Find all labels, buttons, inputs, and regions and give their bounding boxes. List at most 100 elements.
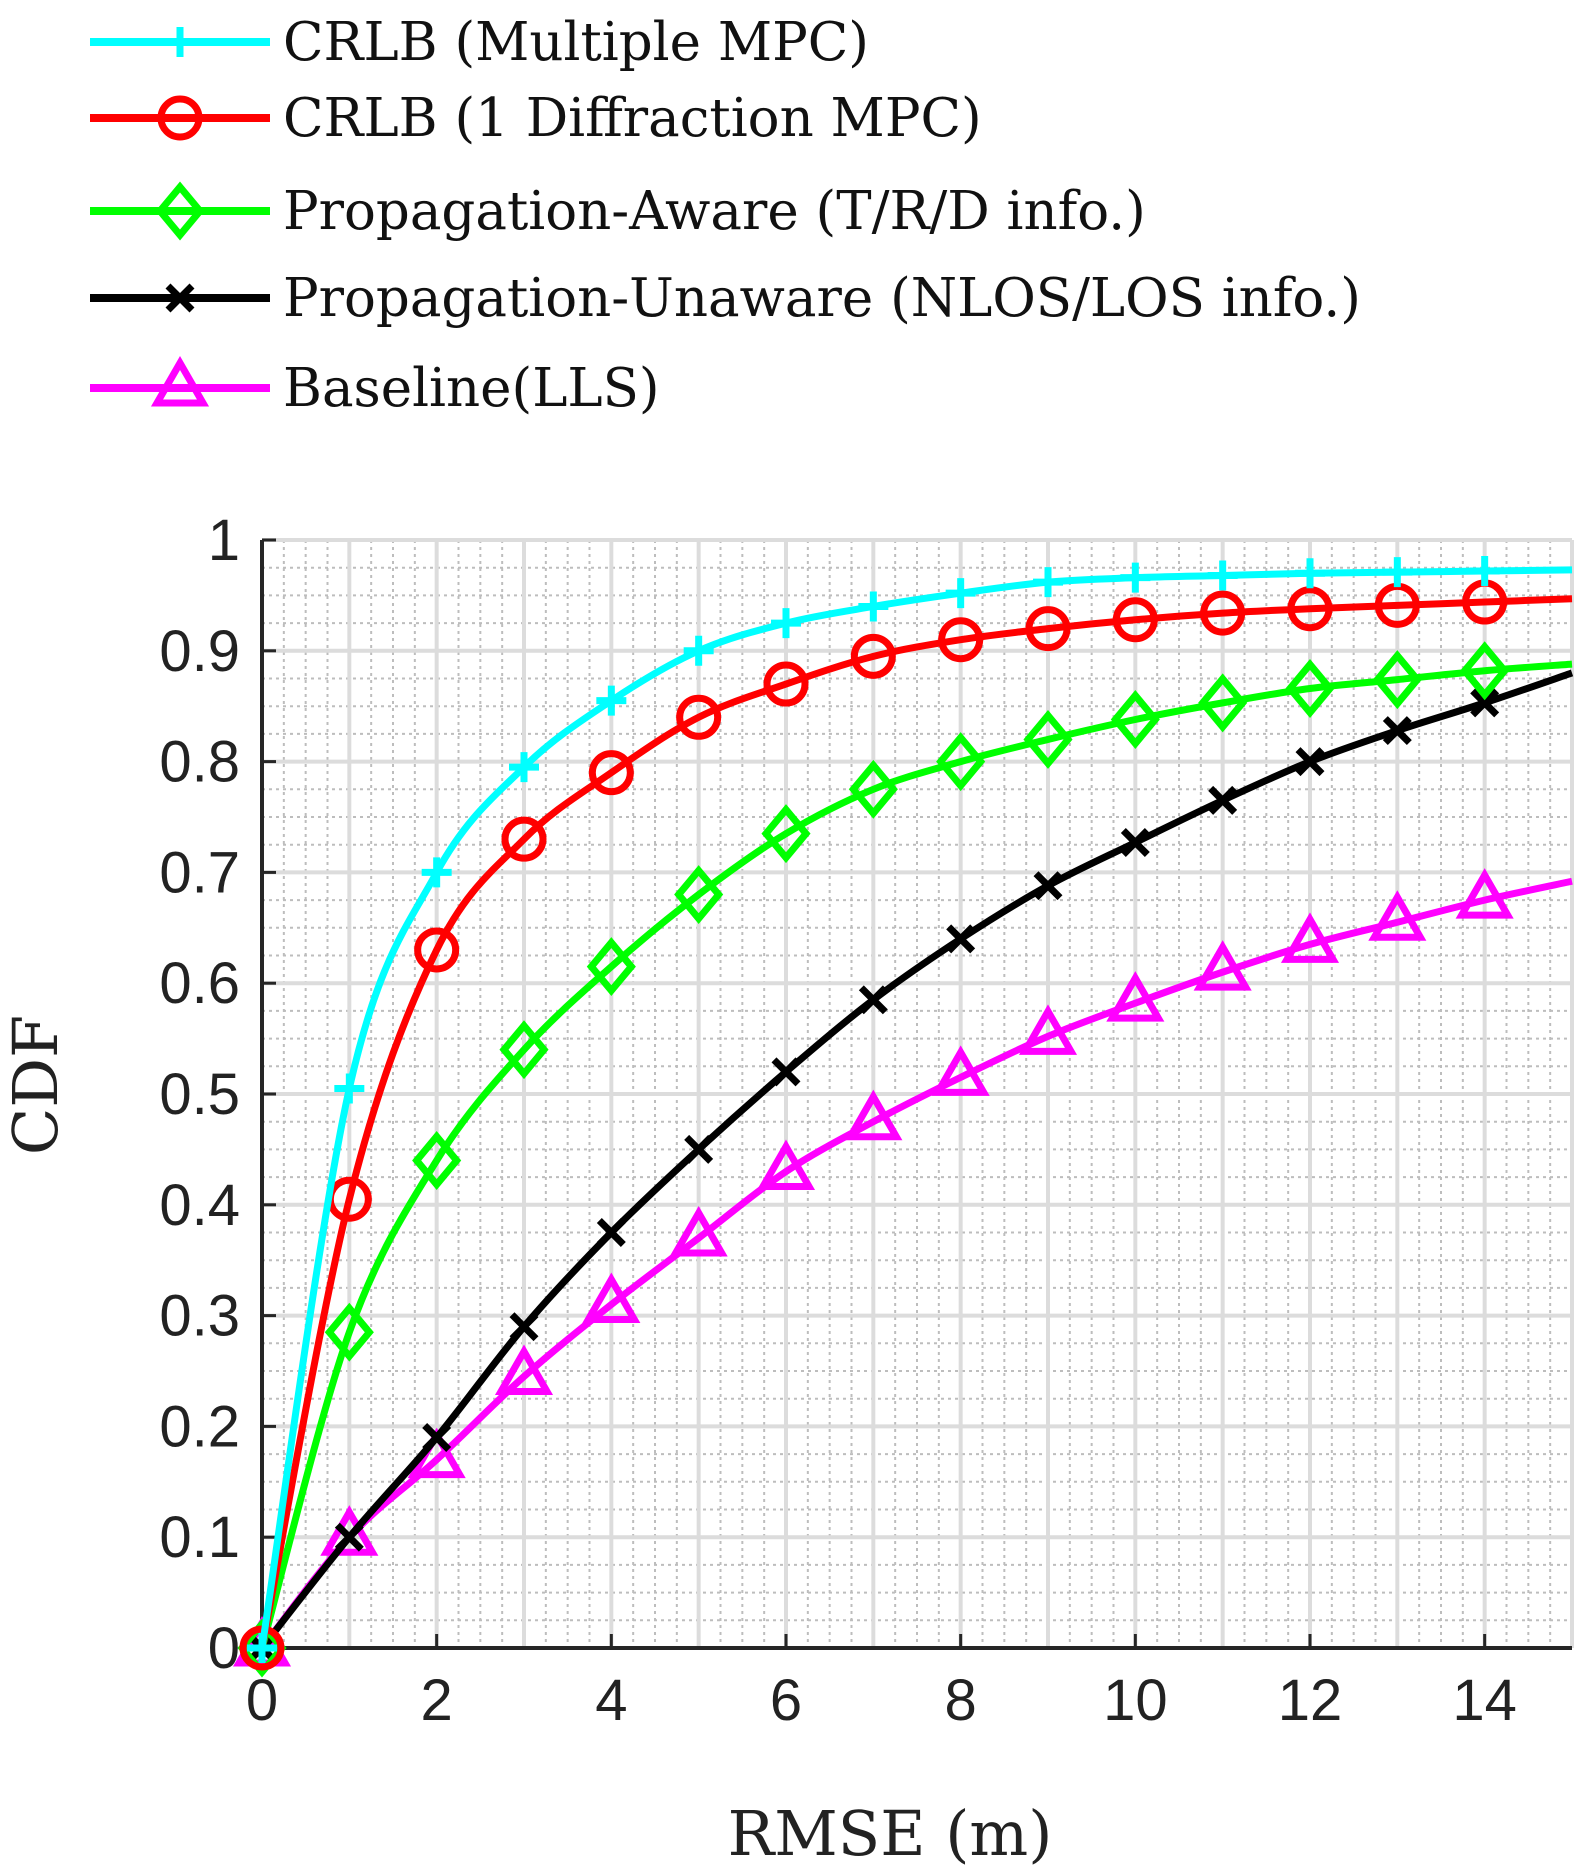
x-tick-label: 12 [1278, 1668, 1343, 1733]
data-point-x [1382, 716, 1412, 746]
data-point-plus [771, 608, 801, 639]
data-point-circle [588, 750, 634, 796]
legend-entry: Baseline(LLS) [90, 355, 660, 419]
data-point-circle [414, 927, 460, 973]
data-point-diamond [412, 1131, 462, 1190]
x-tick-label: 10 [1103, 1668, 1168, 1733]
x-tick-label: 6 [770, 1668, 802, 1733]
data-point-diamond [499, 1020, 549, 1080]
data-point-triangle [1455, 868, 1514, 919]
data-point-triangle [1280, 912, 1340, 963]
data-point-x [1295, 747, 1325, 777]
series-2 [237, 641, 1573, 1678]
data-point-x [1208, 785, 1238, 815]
data-point-plus [1207, 560, 1238, 591]
data-point-triangle [320, 1505, 379, 1556]
data-point-circle [676, 694, 722, 740]
y-tick-label: 1 [208, 508, 240, 573]
legend: CRLB (Multiple MPC) CRLB (1 Diffraction M… [90, 12, 1361, 419]
legend-entry: Propagation-Aware (T/R/D info.) [90, 181, 1146, 242]
data-point-triangle [756, 1139, 816, 1191]
data-point-diamond [1023, 709, 1073, 769]
data-point-plus [596, 685, 627, 716]
data-point-diamond [1198, 673, 1248, 733]
y-tick-label: 0.7 [159, 840, 240, 905]
data-point-triangle [1368, 890, 1427, 941]
data-point-triangle [1106, 971, 1165, 1022]
series-0 [247, 556, 1573, 1663]
x-tick-label: 8 [945, 1668, 977, 1733]
data-point-plus [1469, 556, 1500, 587]
data-point-plus [421, 857, 452, 888]
y-tick-label: 0.8 [159, 730, 240, 795]
y-tick-label: 0.1 [159, 1505, 240, 1570]
data-point-circle [763, 661, 809, 707]
series-layer [232, 556, 1574, 1678]
data-point-x [858, 985, 888, 1015]
data-point-diamond [1110, 690, 1160, 749]
data-point-x [946, 924, 976, 954]
y-tick-label: 0.5 [159, 1062, 240, 1127]
y-tick-label: 0.3 [159, 1284, 240, 1349]
legend-label: CRLB (1 Diffraction MPC) [283, 88, 982, 149]
data-point-x [1120, 828, 1150, 857]
legend-label: Propagation-Aware (T/R/D info.) [283, 181, 1146, 242]
data-point-circle [1287, 586, 1333, 632]
data-point-circle [501, 816, 547, 862]
data-point-plus [945, 578, 976, 609]
y-tick-label: 0.9 [159, 619, 240, 684]
data-point-plus [1033, 567, 1063, 598]
legend-entry: Propagation-Unaware (NLOS/LOS info.) [90, 268, 1361, 329]
tick-labels: 0 2 4 6 8 10 12 14 0 0.1 0.2 0.3 0.4 0.5 0.6 0.7 0.8 0.9 1 [159, 508, 1517, 1733]
series-4 [232, 868, 1573, 1667]
data-point-triangle [494, 1344, 554, 1396]
data-point-x [1470, 688, 1500, 718]
x-tick-label: 14 [1452, 1668, 1517, 1733]
data-point-triangle [582, 1272, 641, 1324]
data-point-circle [1025, 606, 1071, 652]
y-tick-label: 0.2 [159, 1394, 240, 1459]
data-point-diamond [936, 732, 986, 792]
series-line [258, 595, 1573, 1649]
data-point-plus [858, 591, 889, 622]
data-point-triangle [669, 1206, 728, 1257]
data-point-diamond [674, 865, 724, 925]
data-point-plus [165, 27, 195, 57]
data-point-plus [1295, 558, 1325, 589]
data-point-x [771, 1057, 801, 1087]
data-point-circle [157, 95, 203, 141]
legend-entry: CRLB (Multiple MPC) [90, 12, 869, 73]
data-point-x [684, 1134, 714, 1164]
x-tick-label: 2 [421, 1668, 453, 1733]
legend-label: CRLB (Multiple MPC) [283, 12, 869, 73]
data-point-x [509, 1312, 539, 1342]
data-point-x [596, 1218, 626, 1247]
data-point-plus [509, 752, 539, 783]
data-point-circle [1112, 597, 1158, 643]
data-point-circle [1200, 590, 1246, 636]
series-3 [247, 669, 1574, 1663]
data-point-diamond [155, 181, 205, 241]
data-point-diamond [1372, 650, 1422, 710]
y-axis-label: CDF [0, 1015, 72, 1155]
data-point-x [165, 283, 195, 313]
data-point-diamond [761, 804, 811, 864]
x-axis-label: RMSE (m) [728, 1797, 1053, 1870]
y-tick-label: 0 [208, 1616, 240, 1681]
data-point-plus [683, 635, 714, 666]
data-point-plus [334, 1073, 365, 1104]
data-point-triangle [931, 1045, 990, 1096]
legend-label: Propagation-Unaware (NLOS/LOS info.) [283, 268, 1361, 329]
data-point-triangle [1018, 1004, 1078, 1055]
y-tick-label: 0.6 [159, 951, 240, 1016]
data-point-diamond [1460, 641, 1510, 701]
data-point-circle [938, 617, 984, 663]
data-point-x [334, 1522, 364, 1552]
data-point-diamond [586, 937, 636, 997]
data-point-diamond [1285, 659, 1335, 718]
data-point-plus [1382, 557, 1413, 588]
legend-entry: CRLB (1 Diffraction MPC) [90, 88, 982, 149]
legend-label: Baseline(LLS) [283, 358, 660, 419]
